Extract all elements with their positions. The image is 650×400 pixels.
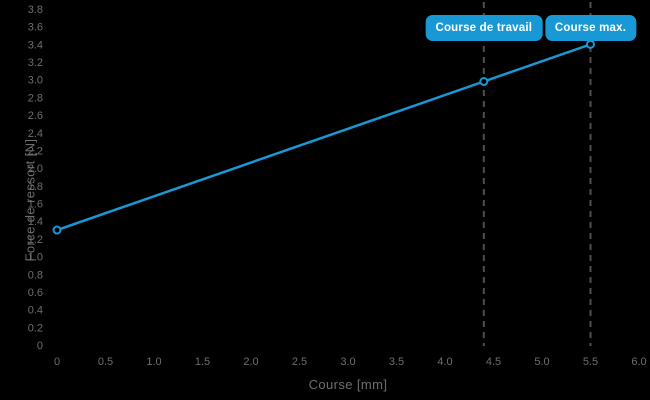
y-tick-label: 0.4 (28, 305, 43, 317)
x-tick-label: 3.0 (340, 356, 355, 368)
y-tick-label: 2.0 (28, 163, 43, 175)
y-tick-label: 3.8 (28, 4, 43, 16)
x-tick-label: 1.0 (146, 356, 161, 368)
x-tick-label: 3.5 (389, 356, 404, 368)
y-tick-label: 0 (37, 340, 43, 352)
x-tick-label: 2.5 (292, 356, 307, 368)
y-tick-label: 0.8 (28, 269, 43, 281)
x-tick-label: 4.5 (486, 356, 501, 368)
data-point-marker (52, 225, 62, 235)
y-axis-title: Force de ressort [N] (22, 138, 38, 262)
y-tick-label: 2.6 (28, 110, 43, 122)
y-tick-label: 3.0 (28, 75, 43, 87)
y-tick-label: 3.4 (28, 39, 43, 51)
y-tick-label: 1.2 (28, 234, 43, 246)
y-tick-label: 0.6 (28, 287, 43, 299)
y-tick-label: 1.6 (28, 199, 43, 211)
y-tick-label: 1.0 (28, 252, 43, 264)
y-tick-label: 2.4 (28, 128, 43, 140)
x-tick-label: 6.0 (631, 356, 646, 368)
badge-course-max: Course max. (544, 15, 637, 41)
x-tick-label: 1.5 (195, 356, 210, 368)
x-tick-label: 0 (54, 356, 60, 368)
y-tick-label: 2.8 (28, 92, 43, 104)
x-tick-label: 2.0 (243, 356, 258, 368)
y-tick-label: 3.2 (28, 57, 43, 69)
y-tick-label: 3.6 (28, 22, 43, 34)
series-line (56, 43, 591, 232)
x-tick-label: 4.0 (437, 356, 452, 368)
data-point-marker (479, 77, 489, 87)
y-tick-label: 0.2 (28, 322, 43, 334)
x-axis-title: Course [mm] (308, 377, 388, 392)
y-tick-label: 1.4 (28, 216, 43, 228)
x-tick-label: 5.5 (583, 356, 598, 368)
x-tick-label: 5.0 (534, 356, 549, 368)
y-tick-label: 1.8 (28, 181, 43, 193)
x-tick-label: 0.5 (98, 356, 113, 368)
badge-course-de-travail: Course de travail (425, 15, 543, 41)
y-tick-label: 2.2 (28, 145, 43, 157)
data-point-marker (586, 39, 595, 49)
